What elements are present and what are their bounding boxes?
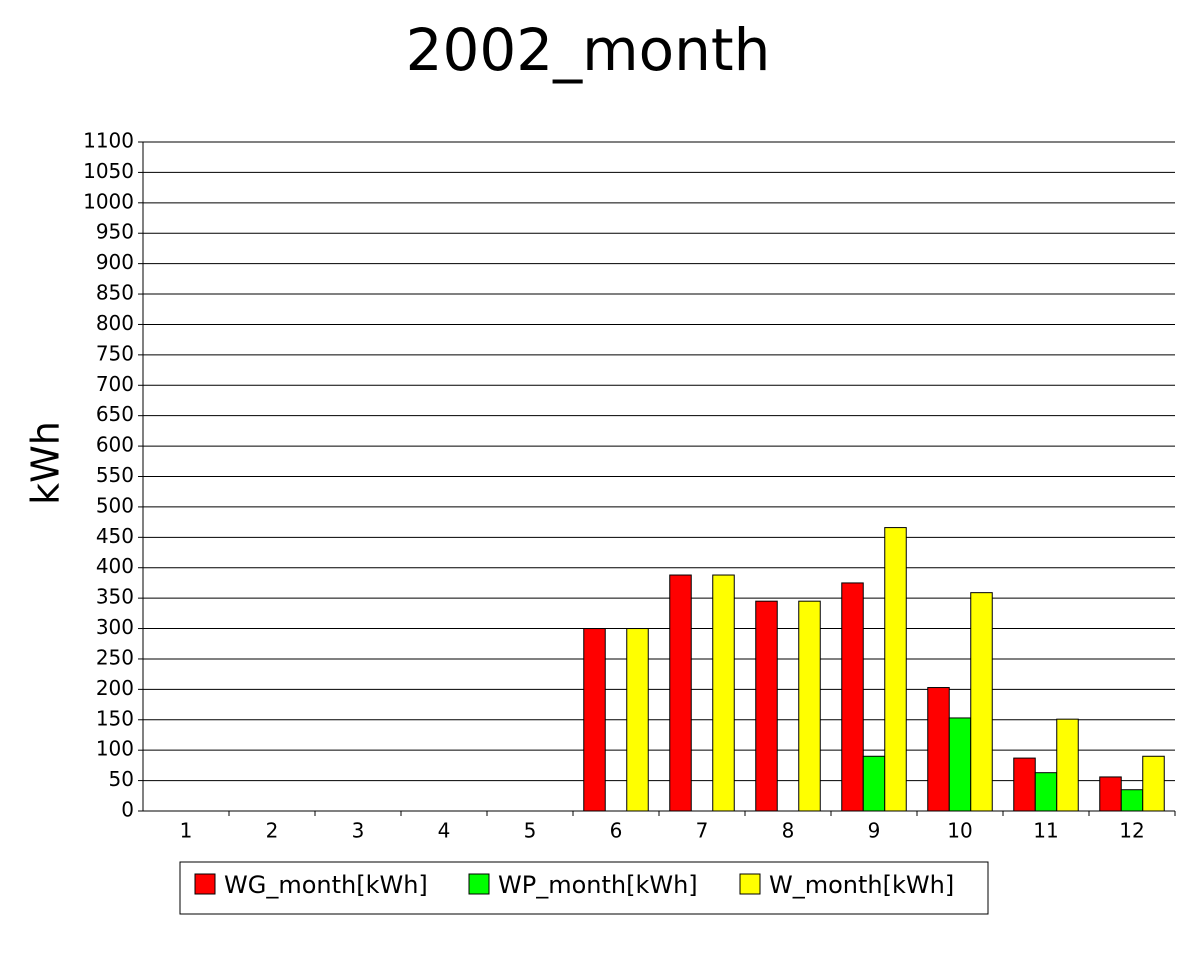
chart-title: 2002_month [406, 16, 771, 84]
y-axis-label: kWh [24, 421, 68, 505]
y-tick-label: 500 [96, 493, 134, 517]
y-tick-label: 300 [96, 615, 134, 639]
bar [1099, 776, 1122, 812]
legend-label: WG_month[kWh] [224, 871, 428, 899]
bar [862, 755, 886, 812]
y-tick-label: 850 [96, 281, 134, 305]
y-tick-label: 750 [96, 341, 134, 365]
x-tick-label: 7 [696, 819, 709, 843]
y-tick-label: 650 [96, 402, 134, 426]
bar [1013, 757, 1036, 812]
x-tick-label: 4 [438, 819, 451, 843]
y-tick-label: 150 [96, 706, 134, 730]
bar [884, 527, 907, 812]
bar [626, 628, 649, 812]
x-tick-label: 5 [524, 819, 537, 843]
y-tick-label: 1100 [83, 129, 134, 153]
y-tick-label: 600 [96, 433, 134, 457]
y-tick-label: 250 [96, 645, 134, 669]
bar [755, 600, 778, 812]
bar [712, 574, 735, 812]
x-tick-label: 11 [1033, 819, 1058, 843]
x-tick-label: 6 [610, 819, 623, 843]
y-tick-label: 800 [96, 311, 134, 335]
bar [583, 628, 606, 812]
bar [927, 687, 950, 812]
bar [1034, 772, 1058, 812]
legend-swatch [468, 873, 490, 895]
bar [970, 592, 993, 812]
x-tick-label: 10 [947, 819, 972, 843]
x-tick-label: 12 [1119, 819, 1144, 843]
y-tick-label: 200 [96, 676, 134, 700]
x-tick-label: 3 [352, 819, 365, 843]
legend-label: WP_month[kWh] [498, 871, 698, 899]
y-tick-label: 950 [96, 220, 134, 244]
bar [798, 600, 821, 812]
y-tick-label: 400 [96, 554, 134, 578]
bar [669, 574, 692, 812]
y-tick-label: 0 [121, 798, 134, 822]
bar [841, 582, 864, 812]
y-tick-label: 1050 [83, 159, 134, 183]
bar [1056, 718, 1079, 812]
bar [948, 717, 972, 812]
y-tick-label: 900 [96, 250, 134, 274]
y-tick-label: 1000 [83, 189, 134, 213]
y-tick-label: 450 [96, 524, 134, 548]
legend-swatch [739, 873, 761, 895]
y-tick-label: 700 [96, 372, 134, 396]
x-tick-label: 8 [782, 819, 795, 843]
y-tick-label: 100 [96, 737, 134, 761]
x-tick-label: 1 [180, 819, 193, 843]
x-tick-label: 9 [868, 819, 881, 843]
y-tick-label: 50 [109, 767, 134, 791]
bar [1142, 755, 1165, 812]
y-tick-label: 550 [96, 463, 134, 487]
legend-label: W_month[kWh] [769, 871, 954, 899]
x-tick-label: 2 [266, 819, 279, 843]
bar [1120, 789, 1144, 812]
legend-box [179, 861, 989, 915]
y-tick-label: 350 [96, 585, 134, 609]
legend-swatch [194, 873, 216, 895]
